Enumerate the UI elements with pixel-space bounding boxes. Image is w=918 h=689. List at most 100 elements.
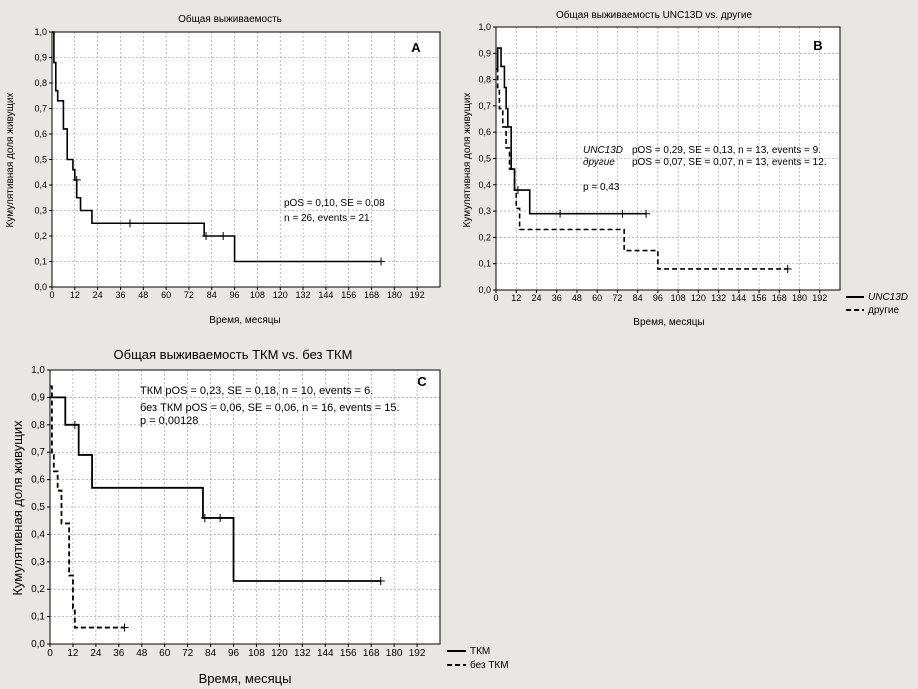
chart-a-y-tick-label: 0,3 <box>34 206 47 216</box>
chart-c-x-tick-label: 84 <box>205 648 217 659</box>
chart-b-y-tick-label: 0,7 <box>478 101 491 111</box>
chart-a-x-tick-label: 72 <box>184 290 194 300</box>
chart-c-x-tick-label: 168 <box>363 648 380 659</box>
chart-b-y-tick-label: 0,5 <box>478 154 491 164</box>
chart-b-x-tick-label: 144 <box>731 293 746 303</box>
chart-a-y-tick-label: 0,4 <box>34 180 47 190</box>
chart-b-x-tick-label: 84 <box>633 293 643 303</box>
chart-b-plot-frame <box>495 26 841 291</box>
chart-b-panel-label: B <box>813 38 822 53</box>
chart-c-x-tick-label: 36 <box>113 648 125 659</box>
chart-c-y-axis-label: Кумулятивная доля живущих <box>10 420 25 596</box>
chart-c-panel-label: C <box>417 374 427 389</box>
chart-b-y-tick-label: 0,8 <box>478 75 491 85</box>
chart-a-panel-label: A <box>411 40 421 55</box>
chart-b-x-tick-label: 192 <box>812 293 827 303</box>
chart-c-y-tick-label: 0,4 <box>31 529 45 540</box>
chart-c-legend-label-no-tkm: без ТКМ <box>470 659 509 671</box>
chart-c-y-tick-label: 0,3 <box>31 557 45 568</box>
chart-b-y-tick-label: 0,2 <box>478 232 491 242</box>
chart-c-x-tick-label: 60 <box>159 648 171 659</box>
chart-c-x-tick-label: 12 <box>67 648 79 659</box>
chart-panel-c: Общая выживаемость ТКМ vs. без ТКМ C Вре… <box>10 347 509 686</box>
chart-a-x-tick-label: 180 <box>387 290 402 300</box>
chart-b-x-tick-label: 60 <box>592 293 602 303</box>
chart-c-annotation-3: p = 0,00128 <box>140 415 198 427</box>
chart-c-legend-label-tkm: ТКМ <box>470 646 490 657</box>
chart-b-y-tick-label: 1,0 <box>478 22 491 32</box>
chart-c-grid <box>50 370 440 644</box>
chart-a-x-tick-label: 108 <box>250 290 265 300</box>
chart-c-y-tick-label: 0,6 <box>31 475 45 486</box>
chart-a-x-tick-label: 132 <box>296 290 311 300</box>
chart-b-y-tick-label: 0,4 <box>478 180 491 190</box>
chart-a-x-tick-label: 24 <box>93 290 103 300</box>
chart-a-y-tick-label: 1,0 <box>34 27 47 37</box>
chart-a-annotation-1: pOS = 0,10, SE = 0,08 <box>284 198 385 209</box>
chart-b-annotation-1-text: pOS = 0,29, SE = 0,13, n = 13, events = … <box>632 145 821 156</box>
chart-c-plot-frame <box>49 369 441 645</box>
chart-a-y-tick-label: 0,9 <box>34 53 47 63</box>
chart-a-x-axis-label: Время, месяцы <box>209 315 280 326</box>
chart-c-x-tick-label: 72 <box>182 648 194 659</box>
chart-c-x-tick-label: 48 <box>136 648 148 659</box>
chart-c-y-tick-label: 0,5 <box>31 502 45 513</box>
chart-c-x-tick-label: 96 <box>228 648 240 659</box>
chart-b-annotation-3: p = 0,43 <box>583 182 620 193</box>
chart-a-x-tick-label: 12 <box>70 290 80 300</box>
chart-c-y-tick-label: 0,9 <box>31 392 45 403</box>
chart-b-annotation-2-label: другие <box>583 157 615 168</box>
chart-b-x-tick-label: 180 <box>792 293 807 303</box>
chart-a-title: Общая выживаемость <box>178 13 282 25</box>
chart-c-x-tick-label: 180 <box>386 648 403 659</box>
chart-b-x-axis-label: Время, месяцы <box>633 317 704 328</box>
chart-b-y-tick-label: 0,3 <box>478 206 491 216</box>
chart-a-x-tick-label: 60 <box>161 290 171 300</box>
chart-b-x-tick-label: 132 <box>711 293 726 303</box>
chart-b-x-tick-label: 108 <box>671 293 686 303</box>
chart-c-y-tick-label: 0,2 <box>31 584 45 595</box>
chart-panel-a: Общая выживаемость A Время, месяцы Кумул… <box>5 13 441 326</box>
chart-b-x-tick-label: 72 <box>612 293 622 303</box>
chart-c-y-tick-label: 0,7 <box>31 447 45 458</box>
chart-b-x-tick-label: 12 <box>511 293 521 303</box>
chart-b-legend-label-other: другие <box>868 305 900 316</box>
chart-b-y-tick-label: 0,6 <box>478 127 491 137</box>
chart-b-y-tick-label: 0,1 <box>478 259 491 269</box>
chart-a-y-axis-label: Кумулятивная доля живущих <box>5 93 16 228</box>
chart-a-y-tick-label: 0,5 <box>34 155 47 165</box>
chart-b-y-tick-label: 0,9 <box>478 48 491 58</box>
chart-b-y-tick-label: 0,0 <box>478 285 491 295</box>
chart-a-y-tick-label: 0,1 <box>34 257 47 267</box>
chart-c-x-tick-label: 0 <box>47 648 53 659</box>
chart-b-title: Общая выживаемость UNC13D vs. другие <box>556 9 752 21</box>
chart-c-series-line-0 <box>50 396 381 582</box>
chart-a-x-tick-label: 0 <box>49 290 54 300</box>
chart-c-x-tick-label: 108 <box>248 648 265 659</box>
chart-c-x-tick-label: 120 <box>271 648 288 659</box>
chart-b-x-tick-label: 168 <box>772 293 787 303</box>
chart-b-series-line-1 <box>496 68 788 270</box>
chart-b-grid <box>496 27 840 290</box>
chart-a-x-tick-label: 144 <box>318 290 333 300</box>
chart-a-x-tick-label: 48 <box>138 290 148 300</box>
chart-c-x-tick-label: 24 <box>90 648 102 659</box>
chart-b-x-tick-label: 24 <box>531 293 541 303</box>
chart-c-x-axis-label: Время, месяцы <box>199 671 292 686</box>
chart-a-series-line-0 <box>52 31 382 263</box>
chart-b-x-tick-label: 96 <box>653 293 663 303</box>
chart-b-annotation-1-label: UNC13D <box>583 145 623 156</box>
chart-c-annotation-2: без ТКМ pOS = 0,06, SE = 0,06, n = 16, e… <box>140 402 400 414</box>
chart-a-x-tick-label: 120 <box>273 290 288 300</box>
chart-a-x-tick-label: 192 <box>410 290 425 300</box>
chart-b-x-tick-label: 120 <box>691 293 706 303</box>
chart-a-y-tick-label: 0,2 <box>34 231 47 241</box>
chart-a-plot-frame <box>51 31 441 288</box>
chart-a-x-tick-label: 84 <box>207 290 217 300</box>
chart-a-x-tick-label: 156 <box>341 290 356 300</box>
chart-b-x-tick-label: 0 <box>493 293 498 303</box>
chart-c-y-tick-label: 0,1 <box>31 612 45 623</box>
chart-c-annotation-1: ТКМ pOS = 0,23, SE = 0,18, n = 10, event… <box>140 385 373 397</box>
chart-c-y-tick-label: 0,8 <box>31 420 45 431</box>
